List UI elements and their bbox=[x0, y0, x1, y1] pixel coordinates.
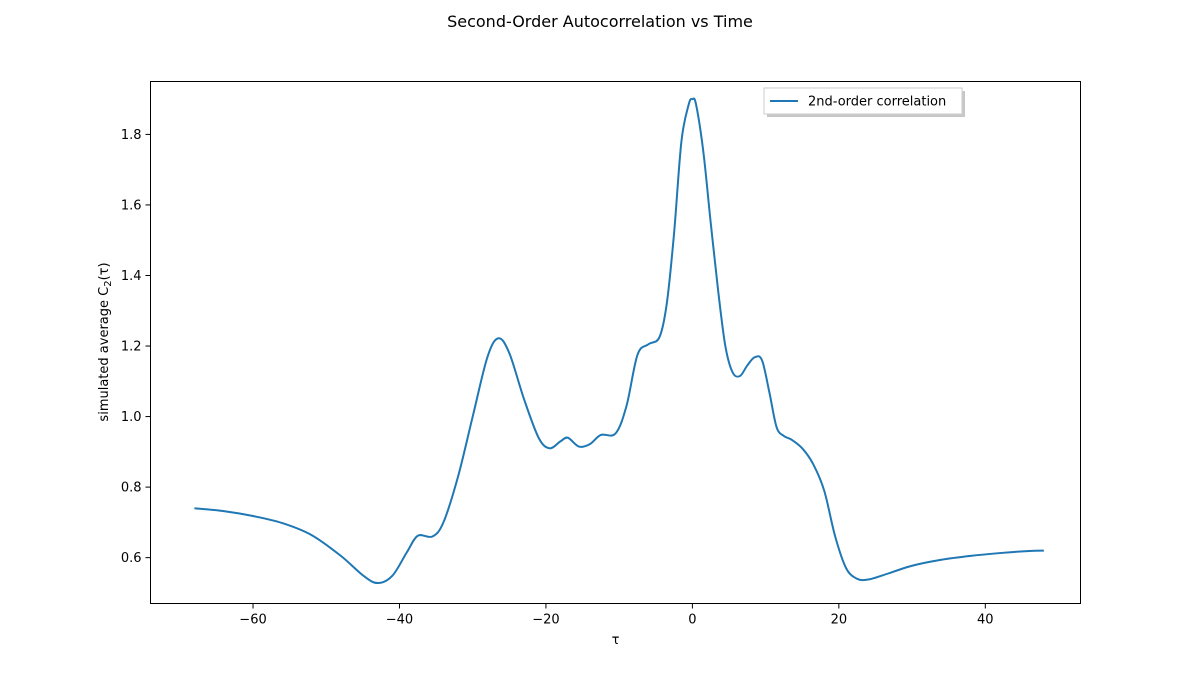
y-axis-label-suffix: (τ) bbox=[97, 262, 112, 280]
y-tick-label: 1.2 bbox=[121, 340, 142, 355]
plot-frame bbox=[150, 81, 1081, 604]
x-tick-label: 20 bbox=[831, 613, 848, 628]
plot-background bbox=[150, 81, 1081, 604]
x-axis-ticks: −60 −40 −20 0 20 40 bbox=[239, 603, 994, 628]
x-tick-label: 40 bbox=[977, 613, 994, 628]
x-tick-label: −40 bbox=[386, 613, 413, 628]
legend-label: 2nd-order correlation bbox=[808, 95, 946, 110]
x-tick-label: −20 bbox=[532, 613, 559, 628]
y-tick-label: 1.4 bbox=[121, 269, 142, 284]
chart-title: Second-Order Autocorrelation vs Time bbox=[447, 12, 753, 31]
series-line-0 bbox=[194, 97, 1044, 585]
plot-area bbox=[150, 81, 1081, 604]
y-tick-label: 1.6 bbox=[121, 198, 142, 213]
x-tick-label: −60 bbox=[239, 613, 266, 628]
y-axis-ticks: 0.6 0.8 1.0 1.2 1.4 1.6 1.8 bbox=[121, 128, 151, 566]
legend: 2nd-order correlation bbox=[763, 87, 965, 117]
y-tick-label: 1.8 bbox=[121, 128, 142, 143]
y-tick-label: 1.0 bbox=[121, 410, 142, 425]
y-axis-label: simulated average C2(τ) bbox=[97, 262, 114, 421]
y-tick-label: 0.6 bbox=[121, 551, 142, 566]
y-tick-label: 0.8 bbox=[121, 481, 142, 496]
x-tick-label: 0 bbox=[688, 613, 696, 628]
y-axis-label-main: simulated average C bbox=[97, 287, 112, 422]
x-axis-label: τ bbox=[612, 633, 620, 648]
y-axis-label-subscript: 2 bbox=[103, 280, 114, 286]
legend-box bbox=[763, 87, 963, 115]
